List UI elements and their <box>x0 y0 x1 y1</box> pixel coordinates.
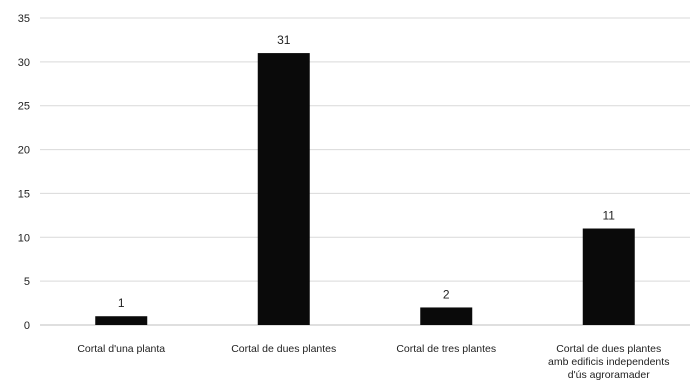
x-tick-label: Cortal de tres plantes <box>396 343 496 355</box>
x-tick-label: Cortal de dues plantes amb edificis indep… <box>548 343 669 381</box>
bars <box>95 53 635 325</box>
y-tick-label: 5 <box>24 276 30 288</box>
y-axis-ticks: 0 5 10 15 20 25 30 35 <box>18 13 30 332</box>
y-tick-label: 0 <box>24 320 30 332</box>
x-axis-labels: Cortal d'una planta Cortal de dues plante… <box>77 343 669 381</box>
x-tick-label: Cortal d'una planta <box>77 343 165 355</box>
data-label: 31 <box>277 33 291 47</box>
bar <box>420 307 473 325</box>
y-tick-label: 15 <box>18 188 30 200</box>
data-label: 2 <box>443 287 450 301</box>
data-label: 1 <box>118 296 125 310</box>
bar <box>582 228 635 325</box>
bar <box>257 53 310 325</box>
data-label: 11 <box>603 209 616 223</box>
bar <box>95 316 148 325</box>
y-tick-label: 10 <box>18 232 30 244</box>
data-labels: 1 31 2 11 <box>118 33 615 310</box>
y-tick-label: 20 <box>18 145 30 157</box>
x-tick-label: Cortal de dues plantes <box>231 343 336 355</box>
y-tick-label: 30 <box>18 57 30 69</box>
y-tick-label: 25 <box>18 101 30 113</box>
gridlines <box>40 17 690 326</box>
y-tick-label: 35 <box>18 13 30 25</box>
